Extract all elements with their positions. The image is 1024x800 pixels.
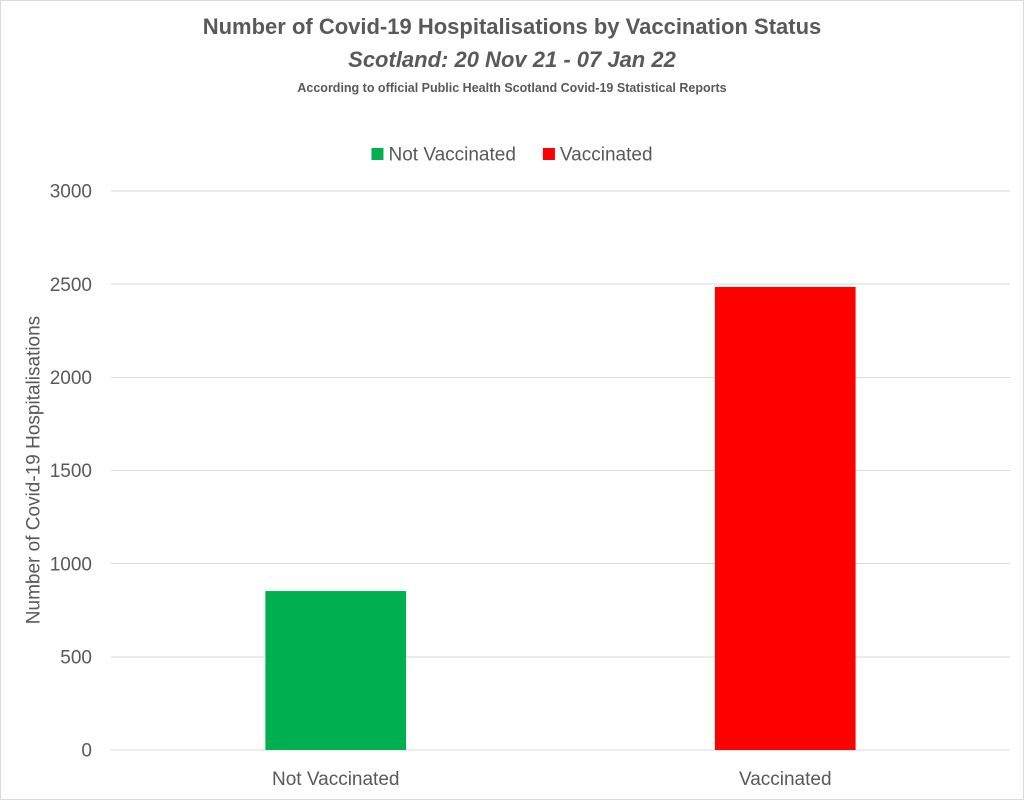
bar-not-vaccinated — [265, 591, 407, 750]
y-axis-tick-labels: 0 500 1000 1500 2000 2500 3000 — [50, 182, 92, 762]
bar-vaccinated — [714, 286, 856, 750]
y-tick-label-1000: 1000 — [50, 554, 92, 575]
chart-caption: According to official Public Health Scot… — [297, 81, 726, 95]
y-tick-label-500: 500 — [60, 647, 92, 668]
legend-swatch-not-vaccinated — [371, 148, 384, 160]
y-tick-label-2500: 2500 — [50, 275, 92, 296]
y-tick-label-0: 0 — [81, 741, 92, 762]
y-tick-label-1500: 1500 — [50, 461, 92, 482]
x-axis-category-labels: Not Vaccinated Vaccinated — [272, 769, 832, 790]
y-tick-label-2000: 2000 — [50, 368, 92, 389]
legend-label-not-vaccinated: Not Vaccinated — [388, 145, 515, 166]
legend-item-not-vaccinated: Not Vaccinated — [371, 145, 516, 166]
x-category-label-vaccinated: Vaccinated — [739, 769, 832, 790]
y-axis-title: Number of Covid-19 Hospitalisations — [24, 316, 45, 624]
y-tick-label-3000: 3000 — [50, 182, 92, 203]
chart-subtitle: Scotland: 20 Nov 21 - 07 Jan 22 — [348, 47, 676, 72]
x-category-label-not-vaccinated: Not Vaccinated — [272, 769, 399, 790]
legend: Not Vaccinated Vaccinated — [371, 145, 653, 166]
chart-title: Number of Covid-19 Hospitalisations by V… — [203, 14, 822, 39]
bars — [265, 286, 856, 750]
legend-label-vaccinated: Vaccinated — [560, 145, 653, 166]
legend-item-vaccinated: Vaccinated — [542, 145, 653, 166]
gridlines — [111, 190, 1010, 751]
legend-swatch-vaccinated — [542, 148, 555, 160]
